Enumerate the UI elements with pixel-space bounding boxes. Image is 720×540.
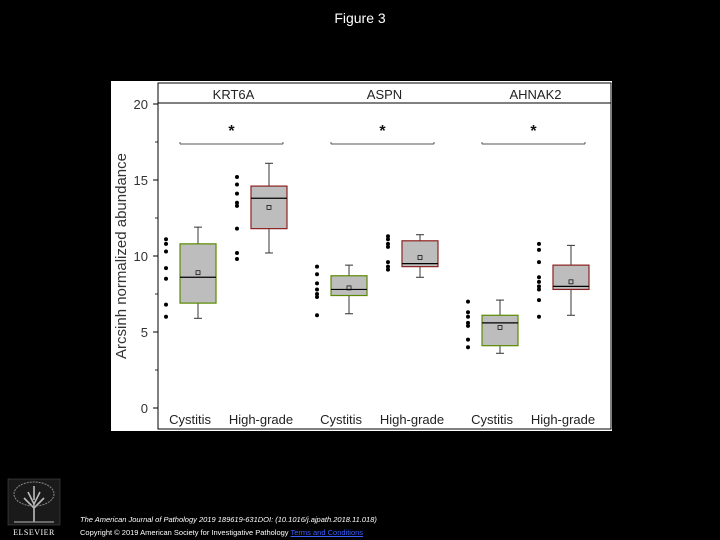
copyright-text: Copyright © 2019 American Society for In… [80, 528, 289, 537]
data-point-ahnak2-high-grade [536, 284, 541, 289]
data-point-ahnak2-high-grade [536, 287, 541, 292]
mean-marker-ahnak2-cystitis [497, 325, 503, 330]
data-point-krt6a-high-grade [234, 174, 239, 179]
y-tick-label-20: 20 [134, 97, 148, 112]
box-ahnak2-cystitis [481, 314, 519, 347]
data-point-aspn-high-grade [385, 244, 390, 249]
data-point-aspn-high-grade [385, 234, 390, 239]
copyright-line: Copyright © 2019 American Society for In… [80, 528, 363, 537]
data-point-krt6a-cystitis [164, 266, 169, 271]
data-point-ahnak2-cystitis [466, 345, 471, 350]
data-point-aspn-high-grade [385, 264, 390, 269]
publisher-name: ELSEVIER [13, 528, 55, 537]
data-point-aspn-cystitis [315, 295, 320, 300]
y-tick-label-15: 15 [134, 173, 148, 188]
data-point-krt6a-cystitis [164, 314, 169, 319]
x-tick-label-ahnak2-high-grade: High-grade [531, 412, 595, 427]
data-point-krt6a-high-grade [234, 226, 239, 231]
elsevier-logo: ELSEVIER [7, 478, 61, 537]
data-point-aspn-cystitis [315, 287, 320, 292]
data-point-ahnak2-high-grade [536, 260, 541, 265]
figure-panel: 0 5 10 15 20 Arcsinh normalized abundance KRT6… [111, 81, 612, 431]
terms-link[interactable]: Terms and Conditions [290, 528, 364, 537]
data-point-ahnak2-high-grade [536, 314, 541, 319]
mean-marker-krt6a-cystitis [195, 270, 201, 276]
panel-title-aspn: ASPN [367, 87, 402, 102]
mean-marker-aspn-cystitis [346, 285, 352, 291]
panel-title-ahnak2: AHNAK2 [509, 87, 561, 102]
x-tick-label-krt6a-cystitis: Cystitis [169, 412, 211, 427]
data-point-aspn-cystitis [315, 313, 320, 318]
data-point-aspn-high-grade [385, 241, 390, 246]
data-point-aspn-cystitis [315, 264, 320, 269]
panel-title-krt6a: KRT6A [213, 87, 255, 102]
data-point-ahnak2-cystitis [466, 299, 471, 304]
y-tick-label-0: 0 [141, 401, 148, 416]
citation-text: The American Journal of Pathology 2019 1… [80, 515, 377, 524]
data-point-ahnak2-high-grade [536, 279, 541, 284]
data-point-aspn-high-grade [385, 260, 390, 265]
box-krt6a-high-grade [250, 185, 288, 230]
data-point-aspn-high-grade [385, 267, 390, 272]
box-ahnak2-high-grade [552, 264, 590, 291]
significance-marker-aspn: * [379, 123, 386, 140]
data-point-ahnak2-high-grade [536, 241, 541, 246]
y-axis-label: Arcsinh normalized abundance [113, 153, 130, 359]
x-tick-label-ahnak2-cystitis: Cystitis [471, 412, 513, 427]
significance-marker-ahnak2: * [530, 123, 537, 140]
data-point-krt6a-cystitis [164, 237, 169, 242]
slide-title: Figure 3 [334, 10, 386, 26]
mean-marker-aspn-high-grade [417, 255, 423, 260]
data-point-aspn-cystitis [315, 292, 320, 296]
y-tick-label-5: 5 [141, 325, 148, 340]
data-point-ahnak2-high-grade [536, 247, 541, 252]
data-point-krt6a-high-grade [234, 200, 239, 205]
data-point-krt6a-high-grade [234, 182, 239, 187]
data-point-krt6a-cystitis [164, 249, 169, 254]
data-point-ahnak2-cystitis [466, 323, 471, 328]
data-point-krt6a-high-grade [234, 257, 239, 262]
x-tick-label-krt6a-high-grade: High-grade [229, 412, 293, 427]
data-point-aspn-cystitis [315, 281, 320, 286]
data-point-krt6a-cystitis [164, 241, 169, 246]
data-point-krt6a-high-grade [234, 203, 239, 208]
box-aspn-high-grade [401, 240, 439, 268]
data-point-aspn-high-grade [385, 237, 390, 242]
mean-marker-ahnak2-high-grade [568, 279, 574, 285]
data-point-ahnak2-cystitis [466, 314, 471, 319]
data-point-ahnak2-cystitis [466, 320, 471, 325]
box-plot-chart: 0 5 10 15 20 Arcsinh normalized abundance KRT6… [113, 82, 612, 430]
data-point-aspn-cystitis [315, 272, 320, 277]
x-tick-label-aspn-high-grade: High-grade [380, 412, 444, 427]
data-point-ahnak2-high-grade [536, 298, 541, 303]
x-tick-label-aspn-cystitis: Cystitis [320, 412, 362, 427]
data-point-krt6a-high-grade [234, 191, 239, 196]
data-point-krt6a-cystitis [164, 302, 169, 307]
significance-marker-krt6a: * [228, 123, 235, 140]
box-krt6a-cystitis [179, 243, 217, 304]
mean-marker-krt6a-high-grade [266, 205, 272, 210]
data-point-ahnak2-cystitis [466, 337, 471, 342]
data-point-krt6a-high-grade [234, 250, 239, 255]
data-point-ahnak2-high-grade [536, 275, 541, 280]
data-point-krt6a-cystitis [164, 276, 169, 281]
data-point-ahnak2-cystitis [466, 310, 471, 315]
y-tick-label-10: 10 [134, 249, 148, 264]
